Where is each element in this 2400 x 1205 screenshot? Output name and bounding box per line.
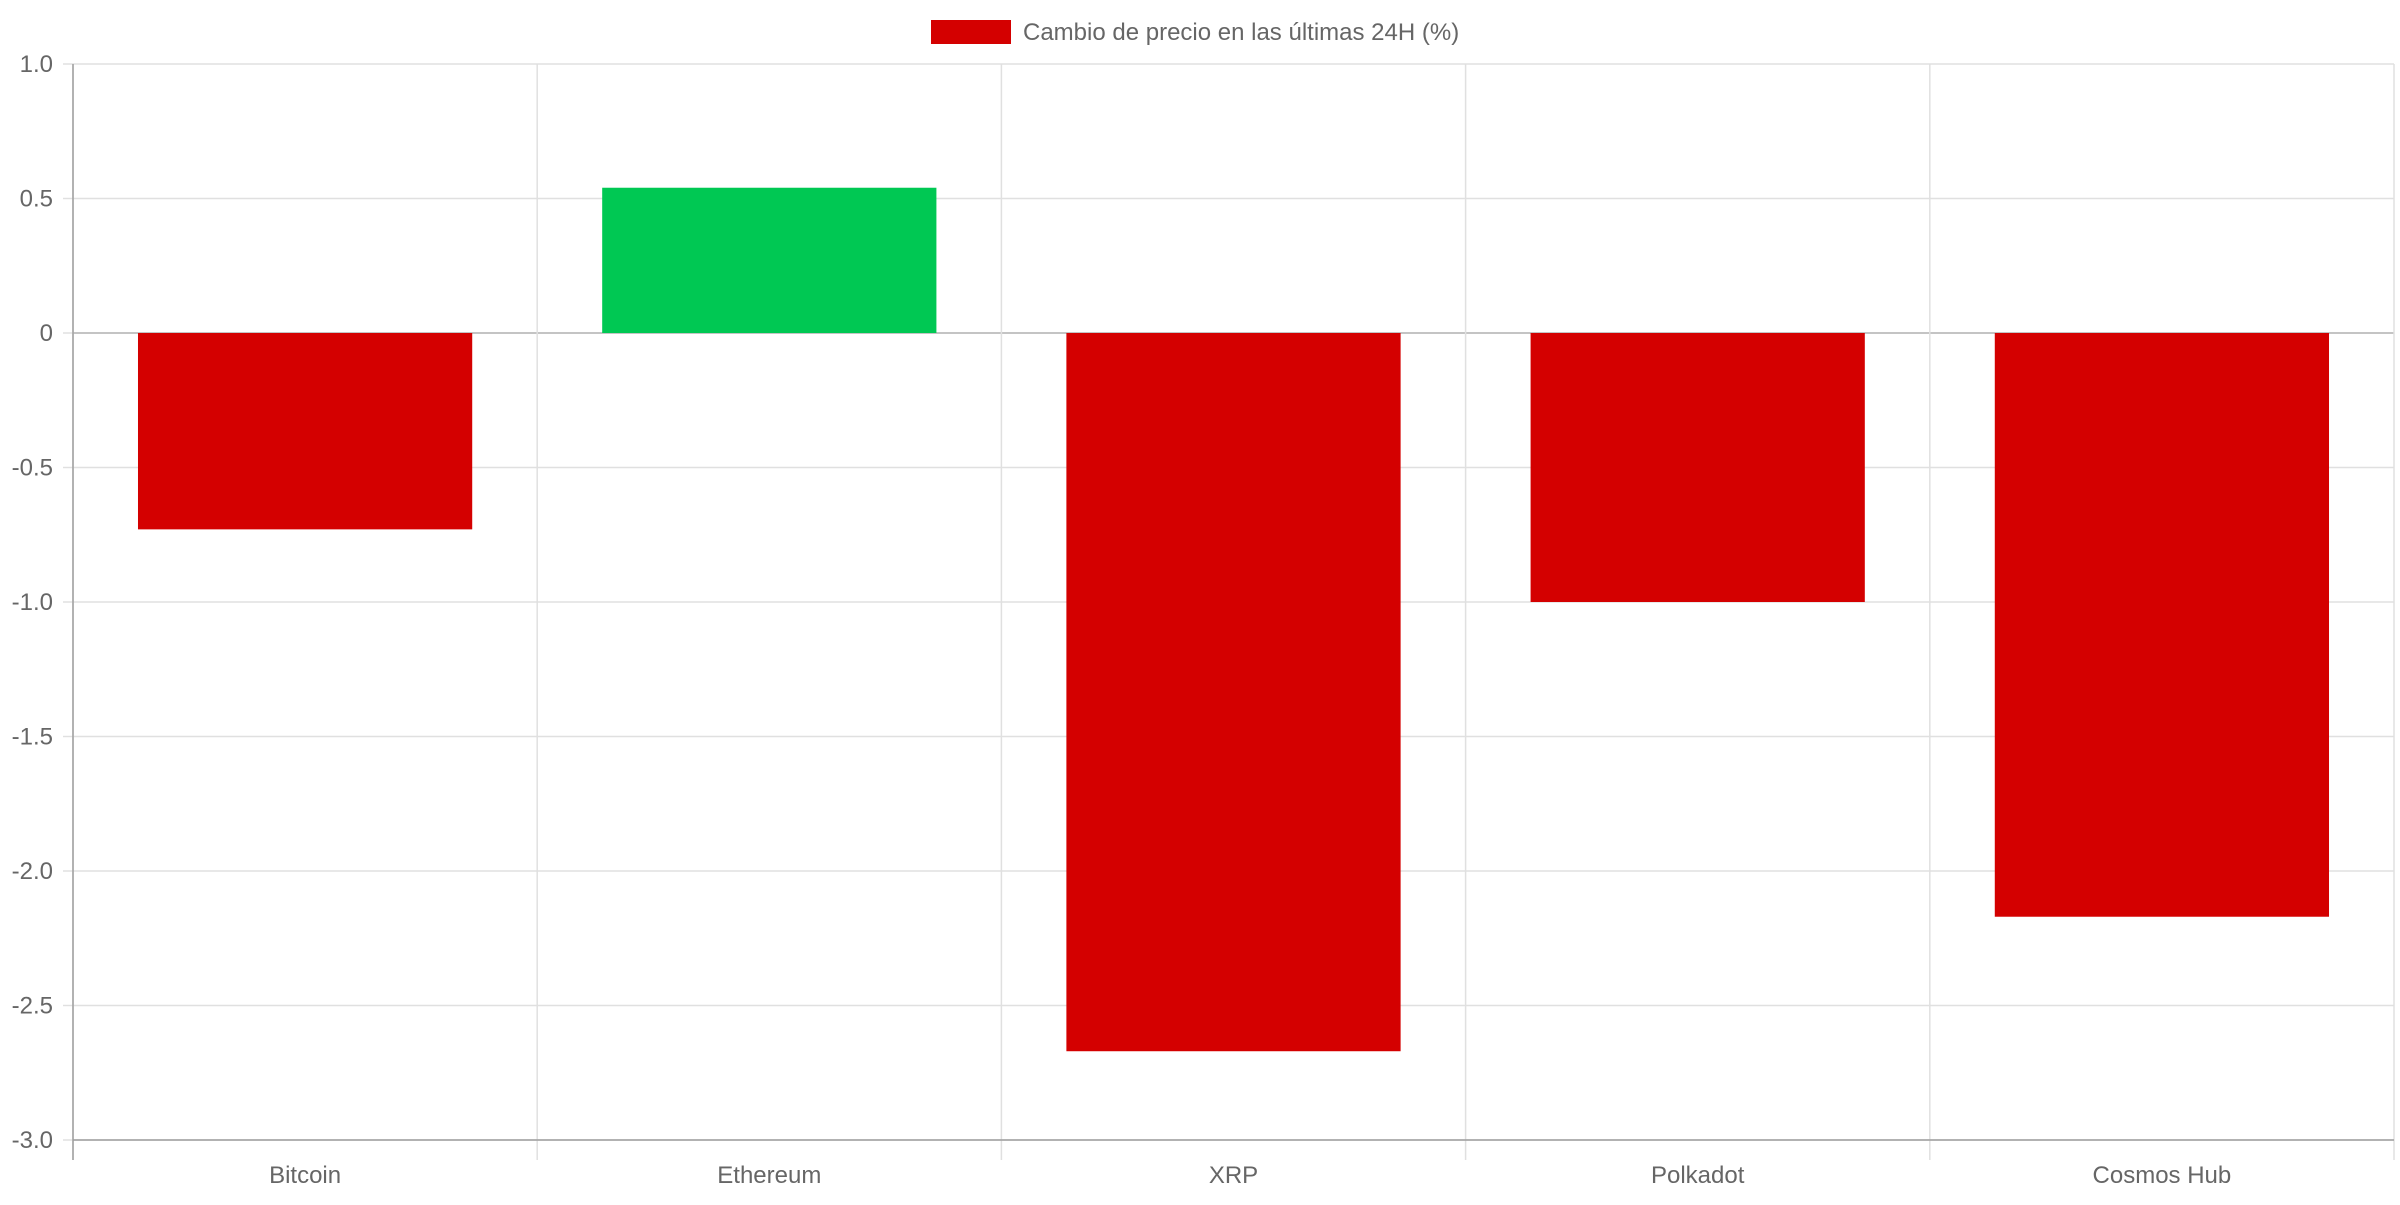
y-tick-label: 0.5: [20, 186, 53, 213]
y-tick-label: -1.0: [12, 589, 53, 616]
x-tick-label: Polkadot: [1651, 1162, 1745, 1189]
bar-polkadot[interactable]: [1530, 333, 1865, 602]
legend-swatch: [931, 20, 1011, 44]
y-tick-label: 1.0: [20, 51, 53, 78]
bars-layer: [137, 187, 2330, 1052]
y-tick-label: 0: [40, 320, 53, 347]
bar-cosmos-hub[interactable]: [1994, 333, 2330, 917]
x-tick-label: XRP: [1209, 1162, 1258, 1189]
y-tick-label: -2.0: [12, 858, 53, 885]
axis-layer: 1.0 0.5 0 -0.5 -1.0 -1.5 -2.0 -2.5 -3.0 Bitcoin Et…: [12, 51, 2394, 1189]
bar-xrp[interactable]: [1066, 333, 1401, 1052]
legend[interactable]: Cambio de precio en las últimas 24H (%): [931, 19, 1459, 46]
legend-label: Cambio de precio en las últimas 24H (%): [1023, 19, 1459, 46]
bar-ethereum[interactable]: [602, 187, 937, 333]
y-tick-label: -2.5: [12, 993, 53, 1020]
x-tick-label: Cosmos Hub: [2093, 1162, 2232, 1189]
x-tick-label: Ethereum: [717, 1162, 821, 1189]
y-tick-label: -3.0: [12, 1127, 53, 1154]
x-tick-label: Bitcoin: [269, 1162, 341, 1189]
y-tick-label: -1.5: [12, 724, 53, 751]
bar-bitcoin[interactable]: [137, 333, 473, 530]
y-tick-label: -0.5: [12, 455, 53, 482]
